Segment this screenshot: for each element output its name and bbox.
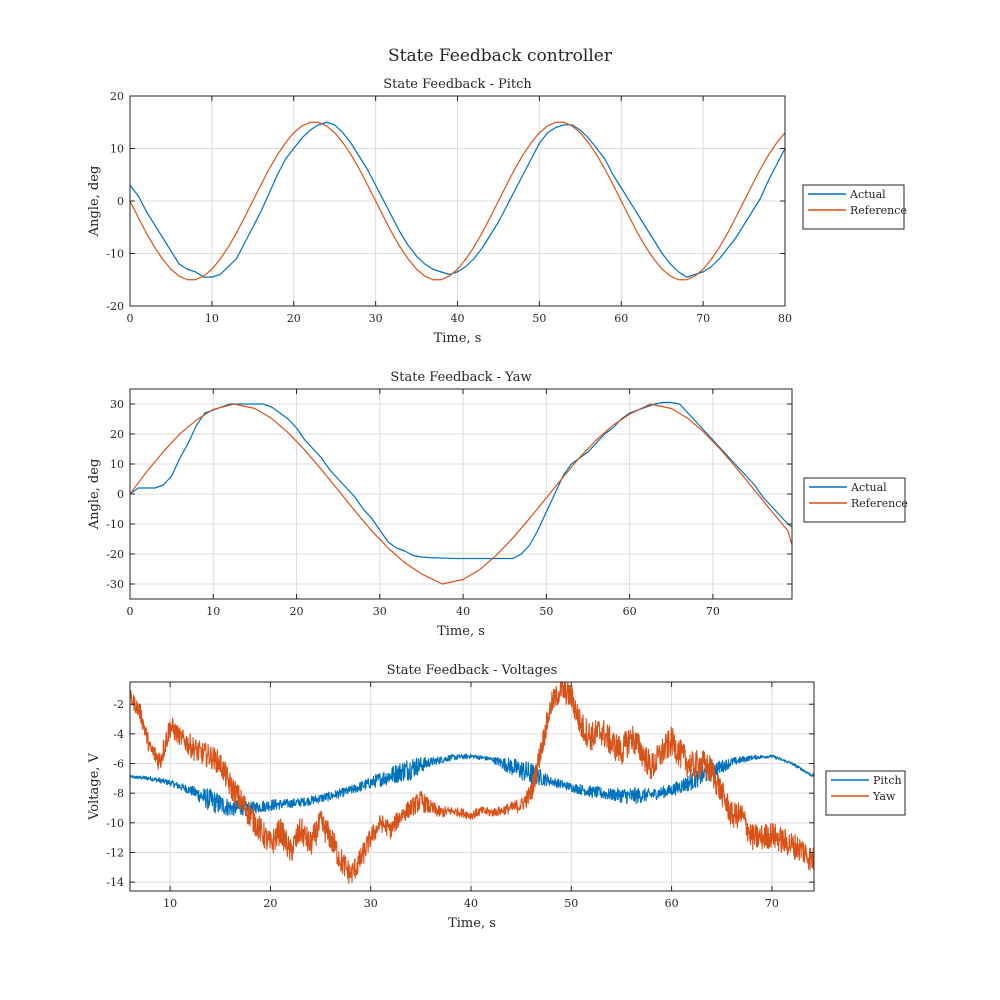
- x-tick-label: 20: [287, 312, 301, 325]
- x-tick-label: 10: [163, 897, 177, 910]
- y-tick-label: 0: [117, 195, 124, 208]
- y-tick-label: -12: [106, 846, 124, 859]
- chart-title: State Feedback - Voltages: [387, 663, 558, 678]
- legend-label-actual: Actual: [850, 481, 887, 494]
- y-tick-label: -20: [106, 300, 124, 313]
- y-tick-label: 10: [110, 143, 124, 156]
- y-axis-label: Angle, deg: [87, 459, 102, 531]
- legend: Pitch Yaw: [825, 770, 906, 816]
- x-tick-label: 70: [696, 312, 710, 325]
- chart-title: State Feedback - Yaw: [390, 370, 531, 385]
- x-tick-label: 0: [127, 312, 134, 325]
- y-tick-label: -10: [106, 518, 124, 531]
- chart-panel-3: 10 20 30 40 50 60 70 -14 -12 -10 -8 -6 -4 -2 State Fee…: [87, 663, 906, 931]
- legend-box: [825, 770, 906, 816]
- y-tick-label: -10: [106, 248, 124, 261]
- x-tick-label: 20: [263, 897, 277, 910]
- x-tick-label: 50: [564, 897, 578, 910]
- y-axis-label: Voltage, V: [87, 752, 102, 820]
- y-tick-label: -14: [106, 876, 124, 889]
- x-axis-label: Time, s: [437, 624, 485, 639]
- legend-label-reference: Reference: [850, 204, 907, 217]
- y-tick-label: 0: [117, 488, 124, 501]
- y-tick-label: 10: [110, 458, 124, 471]
- legend-label-actual: Actual: [849, 188, 886, 201]
- x-tick-label: 40: [464, 897, 478, 910]
- chart-panel-1: 0 10 20 30 40 50 60 70 80 -20 -10 0 10 20 State Feedba…: [87, 77, 907, 346]
- legend-label-reference: Reference: [851, 497, 908, 510]
- series-line-reference: [130, 403, 792, 585]
- y-tick-label: -10: [106, 817, 124, 830]
- legend-box: [802, 184, 905, 230]
- y-tick-label: 20: [110, 428, 124, 441]
- plot-frame: [129, 681, 815, 892]
- x-tick-label: 50: [539, 605, 553, 618]
- x-tick-label: 50: [532, 312, 546, 325]
- x-axis-label: Time, s: [434, 331, 482, 346]
- legend: Actual Reference: [802, 184, 907, 230]
- x-tick-label: 80: [778, 312, 792, 325]
- x-tick-label: 70: [706, 605, 720, 618]
- legend-label-yaw: Yaw: [872, 790, 896, 803]
- x-tick-label: 60: [623, 605, 637, 618]
- x-tick-label: 60: [614, 312, 628, 325]
- x-tick-label: 0: [127, 605, 134, 618]
- legend-label-pitch: Pitch: [873, 774, 902, 787]
- x-axis-label: Time, s: [448, 916, 496, 931]
- x-tick-label: 30: [369, 312, 383, 325]
- y-tick-label: -6: [113, 758, 124, 771]
- y-tick-label: -2: [113, 698, 124, 711]
- x-tick-label: 20: [290, 605, 304, 618]
- legend: Actual Reference: [803, 477, 908, 523]
- y-axis-label: Angle, deg: [87, 166, 102, 238]
- y-tick-label: -8: [113, 787, 124, 800]
- x-tick-label: 40: [451, 312, 465, 325]
- y-tick-label: 30: [110, 398, 124, 411]
- x-tick-label: 30: [364, 897, 378, 910]
- figure-title: State Feedback controller: [388, 46, 613, 66]
- chart-panel-2: 0 10 20 30 40 50 60 70 -30 -20 -10 0 10 20 30 State Fee…: [87, 370, 908, 639]
- legend-box: [803, 477, 906, 523]
- x-tick-label: 10: [206, 605, 220, 618]
- y-tick-label: 20: [110, 90, 124, 103]
- x-tick-label: 70: [765, 897, 779, 910]
- x-tick-label: 10: [205, 312, 219, 325]
- x-tick-label: 30: [373, 605, 387, 618]
- series-line-reference: [130, 121, 785, 281]
- series-line-actual: [130, 401, 792, 560]
- y-tick-label: -20: [106, 548, 124, 561]
- x-tick-label: 40: [456, 605, 470, 618]
- y-tick-label: -30: [106, 578, 124, 591]
- x-tick-label: 60: [665, 897, 679, 910]
- series-line-yaw: [130, 682, 814, 884]
- chart-title: State Feedback - Pitch: [383, 77, 532, 92]
- series-line-actual: [130, 121, 785, 278]
- y-tick-label: -4: [113, 728, 124, 741]
